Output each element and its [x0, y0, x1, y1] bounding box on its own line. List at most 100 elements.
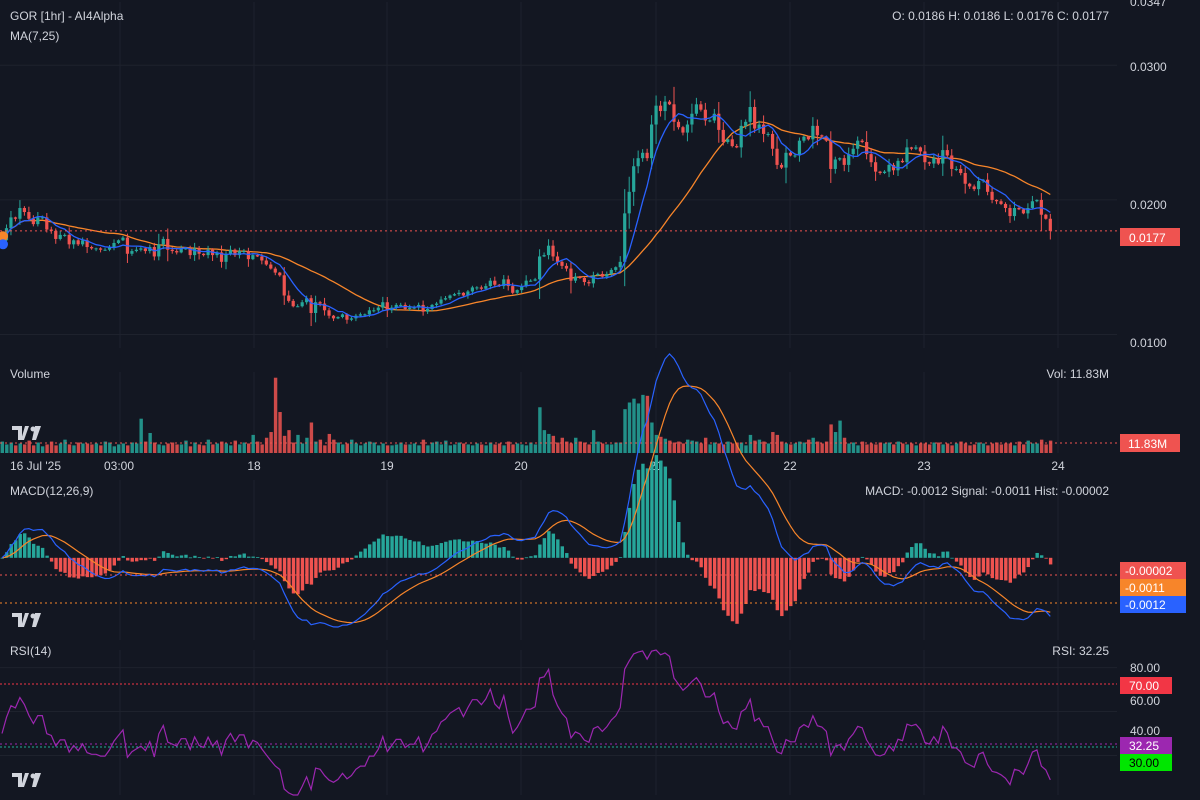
- macd-readout: MACD: -0.0012 Signal: -0.0011 Hist: -0.0…: [865, 484, 1109, 498]
- candle-body: [829, 140, 833, 169]
- candle-body: [708, 120, 712, 122]
- macd-hist-bar: [108, 557, 112, 571]
- candle-body: [811, 125, 815, 140]
- macd-hist-bar: [58, 557, 63, 572]
- macd-hist-bar: [927, 553, 932, 558]
- macd-hist-bar: [318, 557, 323, 573]
- macd-hist-bar: [363, 548, 367, 558]
- volume-bar: [865, 444, 869, 453]
- candle-body: [322, 303, 327, 311]
- candle-body: [54, 230, 58, 239]
- macd-hist-bar: [45, 555, 49, 558]
- macd-hist-bar: [910, 547, 914, 558]
- macd-hist-bar: [730, 557, 735, 622]
- candle-body: [81, 240, 85, 245]
- volume-bar: [27, 440, 31, 453]
- volume-bar: [609, 444, 614, 453]
- macd-hist-bar: [623, 531, 627, 558]
- volume-bar: [31, 445, 36, 453]
- candle-body: [609, 269, 613, 274]
- volume-bar: [659, 436, 663, 453]
- volume-bar: [515, 443, 520, 453]
- volume-bar: [1017, 441, 1021, 453]
- macd-hist-bar: [430, 545, 435, 558]
- rsi-pane[interactable]: RSI(14) RSI: 32.25 80.00 60.00 40.00 70.…: [0, 644, 1172, 796]
- candle-body: [990, 191, 994, 200]
- volume-bar: [233, 440, 237, 453]
- candle-body: [278, 272, 282, 276]
- candle-body: [434, 303, 439, 305]
- volume-bar: [565, 441, 569, 453]
- volume-bar: [45, 444, 49, 453]
- candle-body: [847, 154, 851, 165]
- volume-bar: [950, 445, 954, 453]
- candle-body: [107, 247, 112, 250]
- tradingview-logo-icon: [12, 773, 41, 787]
- macd-hist-bar: [963, 557, 968, 573]
- macd-hist-bar: [72, 557, 76, 578]
- macd-hist-bar: [887, 557, 892, 573]
- macd-hist-bar: [157, 556, 161, 558]
- candle-body: [582, 277, 586, 283]
- volume-bar: [614, 442, 618, 453]
- candle-body: [986, 179, 990, 192]
- volume-bar: [641, 394, 645, 453]
- candle-body: [1017, 207, 1021, 210]
- volume-bar: [860, 441, 865, 453]
- rsi-upper-badge: [1120, 677, 1172, 694]
- volume-bar: [242, 442, 246, 453]
- candle-body: [1035, 199, 1039, 202]
- macd-hist-bar: [883, 557, 887, 577]
- macd-pane[interactable]: MACD(12,26,9) MACD: -0.0012 Signal: -0.0…: [0, 353, 1186, 628]
- candle-body: [856, 140, 860, 149]
- candle-body: [511, 286, 515, 293]
- candle-body: [421, 304, 425, 312]
- macd-hist-bar: [251, 556, 255, 558]
- macd-hist-bar: [309, 557, 314, 585]
- volume-bar: [211, 444, 215, 453]
- macd-hist-bar: [708, 557, 712, 586]
- volume-bar: [40, 446, 45, 453]
- macd-hist-bar: [152, 557, 157, 561]
- volume-bar: [359, 445, 363, 453]
- volume-bar: [1022, 444, 1026, 453]
- price-tick: 0.0300: [1130, 60, 1167, 74]
- volume-bar: [193, 442, 197, 453]
- volume-pane[interactable]: Volume Vol: 11.83M 11.83M: [0, 367, 1180, 453]
- macd-hist-bar: [184, 554, 188, 558]
- volume-bar: [345, 443, 349, 453]
- volume-bar: [923, 443, 927, 453]
- volume-bar: [475, 443, 479, 453]
- ohlc-readout: O: 0.0186 H: 0.0186 L: 0.0176 C: 0.0177: [892, 9, 1109, 23]
- macd-hist-bar: [94, 557, 99, 577]
- candle-body: [175, 251, 179, 253]
- volume-bar: [457, 442, 461, 453]
- price-pane[interactable]: GOR [1hr] - AI4Alpha MA(7,25) O: 0.0186 …: [0, 0, 1180, 350]
- macd-hist-bar: [780, 557, 784, 617]
- macd-hist-bar: [968, 557, 972, 577]
- volume-bar: [99, 445, 103, 453]
- candle-body: [336, 317, 340, 319]
- candle-body: [721, 129, 725, 143]
- candle-body: [475, 287, 479, 289]
- volume-bar: [959, 441, 963, 453]
- macd-hist-bar: [448, 540, 452, 558]
- macd-hist-bar: [538, 544, 542, 558]
- macd-signal-badge: [1120, 579, 1186, 596]
- volume-bar: [511, 444, 515, 453]
- macd-hist-bar: [807, 557, 811, 573]
- macd-hist-bar: [753, 557, 757, 592]
- macd-hist-bar: [896, 557, 900, 567]
- volume-bar: [63, 439, 67, 453]
- price-tick: 0.0200: [1130, 198, 1167, 212]
- volume-bar: [1031, 443, 1035, 453]
- candle-body: [76, 240, 80, 245]
- candle-body: [269, 264, 273, 269]
- volume-bar: [766, 443, 771, 453]
- volume-bar: [448, 445, 452, 453]
- candle-body: [806, 136, 810, 140]
- macd-hist-bar: [166, 552, 170, 558]
- macd-hist-bar: [999, 557, 1004, 581]
- macd-hist-bar: [453, 539, 457, 558]
